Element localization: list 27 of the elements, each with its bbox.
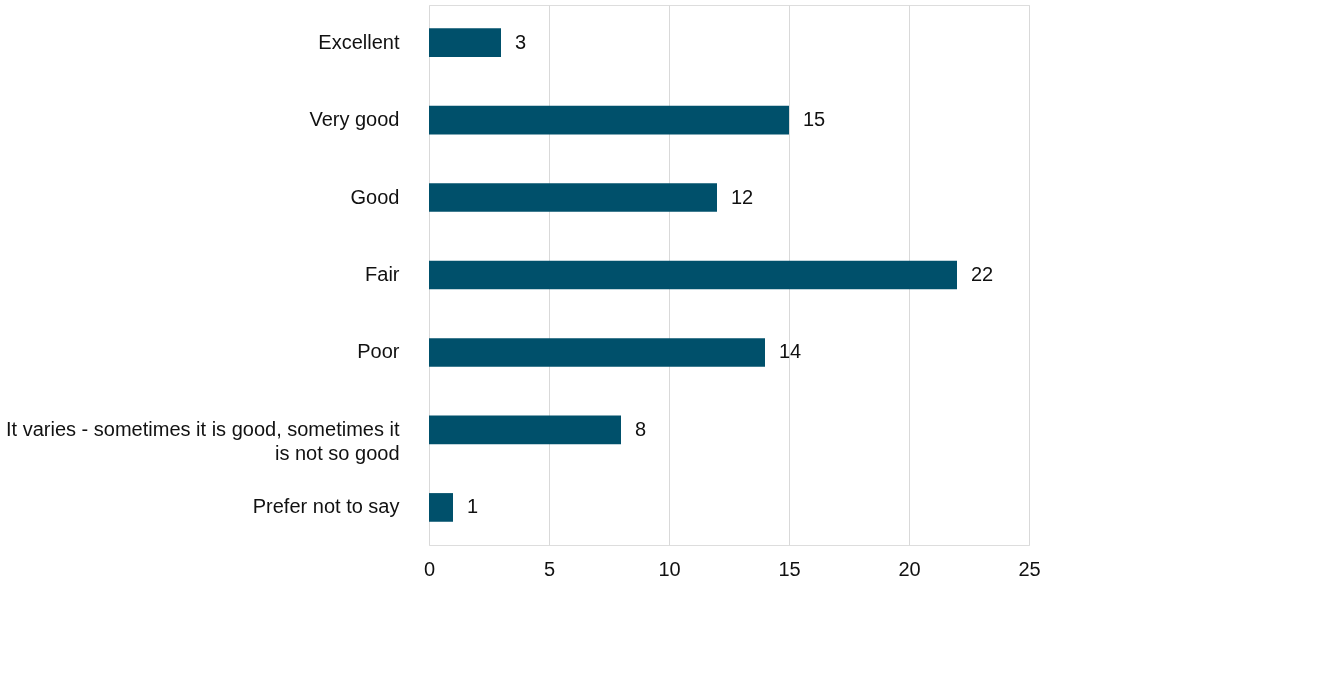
bar [429, 260, 957, 290]
y-tick-label: Poor [357, 340, 400, 363]
data-label: 3 [515, 30, 527, 53]
bar [429, 183, 717, 212]
bar [429, 415, 621, 445]
y-tick-label: Very good [309, 108, 400, 131]
data-label: 22 [971, 263, 994, 285]
x-tick-label: 5 [543, 557, 556, 580]
x-tick-label: 0 [423, 557, 436, 580]
data-label: 1 [467, 495, 479, 518]
x-tick-label: 20 [898, 557, 921, 580]
bar [429, 28, 501, 57]
bar [429, 105, 789, 135]
data-label: 12 [731, 185, 754, 208]
bar [429, 493, 453, 522]
bar [429, 338, 765, 367]
data-label: 14 [779, 340, 802, 363]
y-tick-label: Fair [365, 263, 400, 285]
y-tick-label: Prefer not to say [252, 495, 400, 518]
data-label: 8 [635, 417, 647, 440]
y-tick-label: It varies - sometimes it is good, sometimes it is not so good [6, 417, 400, 464]
y-tick-label: Good [350, 185, 400, 208]
x-tick-label: 15 [778, 557, 801, 580]
data-label: 15 [803, 108, 826, 131]
y-tick-label: Excellent [318, 30, 400, 53]
x-tick-label: 25 [1018, 557, 1041, 580]
x-tick-label: 10 [658, 557, 681, 580]
